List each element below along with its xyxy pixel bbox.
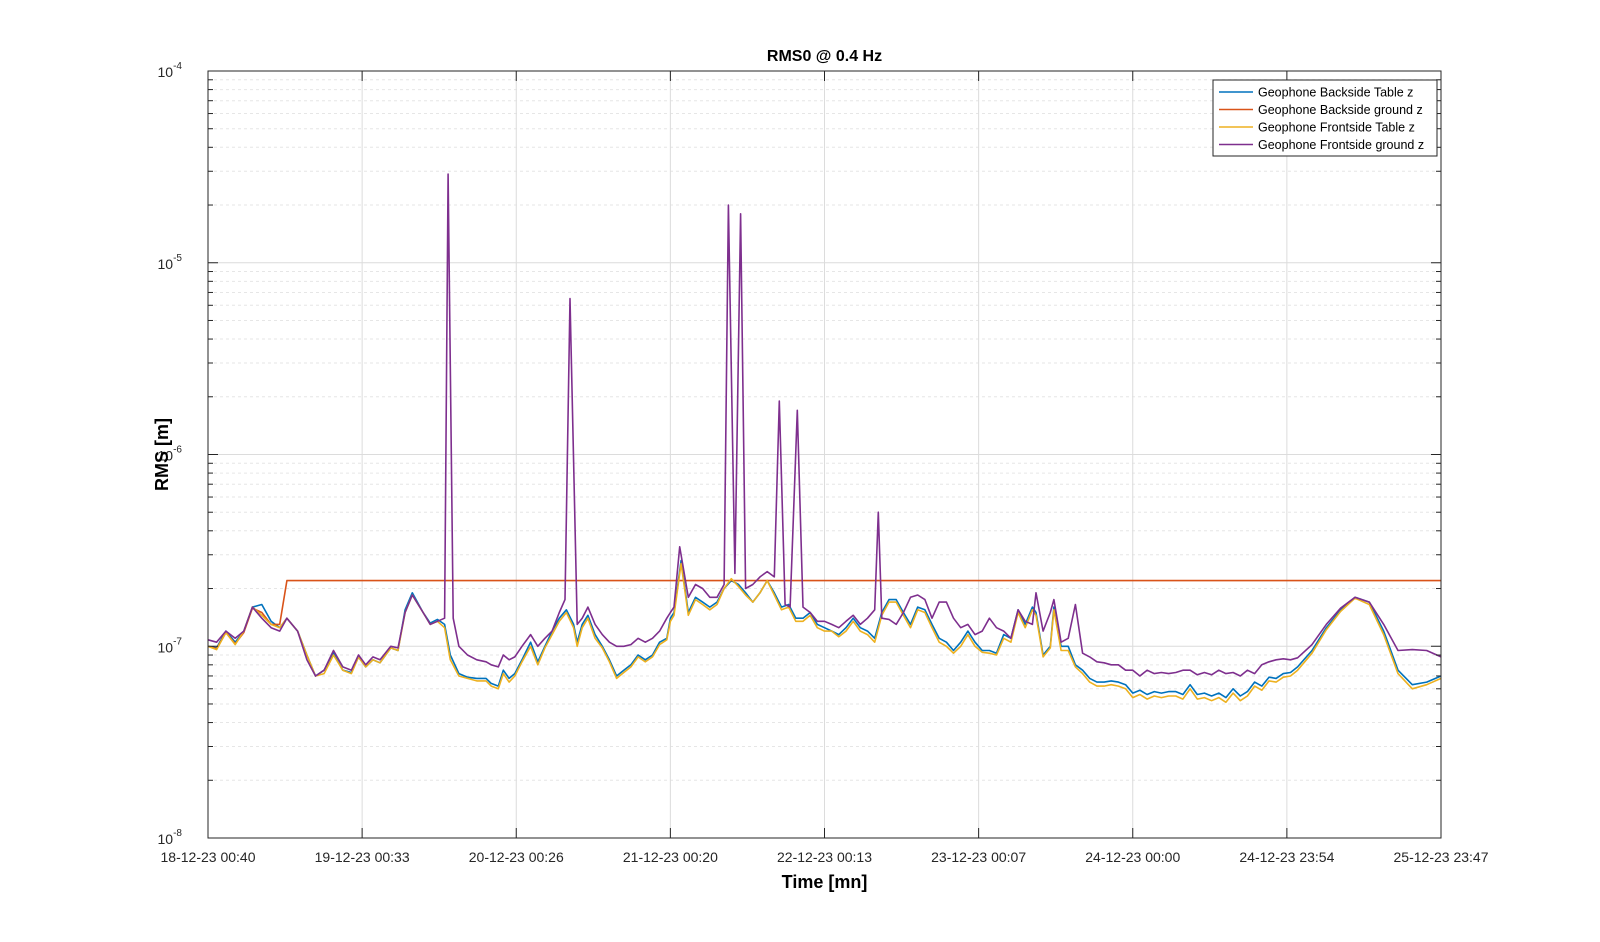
legend-entry: Geophone Backside Table z xyxy=(1258,86,1413,100)
y-tick-label: 10-4 xyxy=(158,61,183,80)
major-grid xyxy=(208,71,1441,838)
x-tick-label: 20-12-23 00:26 xyxy=(469,849,564,865)
y-tick-exponent: -8 xyxy=(173,828,182,839)
x-tick-label: 24-12-23 00:00 xyxy=(1085,849,1180,865)
x-tick-label: 18-12-23 00:40 xyxy=(161,849,256,865)
series-line-4 xyxy=(207,173,1442,677)
y-tick-label: 10-7 xyxy=(158,636,183,655)
x-tick-label: 24-12-23 23:54 xyxy=(1239,849,1334,865)
y-tick-base: 10 xyxy=(158,448,174,464)
x-tick-labels: 18-12-23 00:40 19-12-23 00:33 20-12-23 00:… xyxy=(161,849,1489,865)
x-tick-label: 25-12-23 23:47 xyxy=(1394,849,1489,865)
y-tick-label: 10-5 xyxy=(158,253,183,272)
legend-entry: Geophone Frontside Table z xyxy=(1258,121,1415,135)
y-tick-exponent: -6 xyxy=(173,445,182,456)
series-layer xyxy=(207,173,1442,704)
x-tick-label: 21-12-23 00:20 xyxy=(623,849,718,865)
x-tick-label: 23-12-23 00:07 xyxy=(931,849,1026,865)
x-tick-label: 22-12-23 00:13 xyxy=(777,849,872,865)
chart-title: RMS0 @ 0.4 Hz xyxy=(767,48,882,65)
x-tick-label: 19-12-23 00:33 xyxy=(315,849,410,865)
y-tick-base: 10 xyxy=(158,64,174,80)
y-tick-exponent: -4 xyxy=(173,61,182,72)
y-tick-base: 10 xyxy=(158,639,174,655)
y-tick-base: 10 xyxy=(158,256,174,272)
y-tick-label: 10-6 xyxy=(158,445,183,464)
legend-entry: Geophone Frontside ground z xyxy=(1258,138,1424,152)
y-tick-exponent: -7 xyxy=(173,636,182,647)
y-axis-label: RMS [m] xyxy=(152,418,172,491)
x-axis-label: Time [mn] xyxy=(782,872,868,892)
legend: Geophone Backside Table z Geophone Backsi… xyxy=(1212,79,1438,157)
series-line-1 xyxy=(207,559,1442,699)
axis-ticks xyxy=(207,70,1442,839)
y-tick-label: 10-8 xyxy=(158,828,183,847)
y-tick-exponent: -5 xyxy=(173,253,182,264)
y-tick-labels: 10-810-710-610-510-4 xyxy=(158,61,183,847)
legend-entry: Geophone Backside ground z xyxy=(1258,103,1423,117)
y-tick-base: 10 xyxy=(158,831,174,847)
